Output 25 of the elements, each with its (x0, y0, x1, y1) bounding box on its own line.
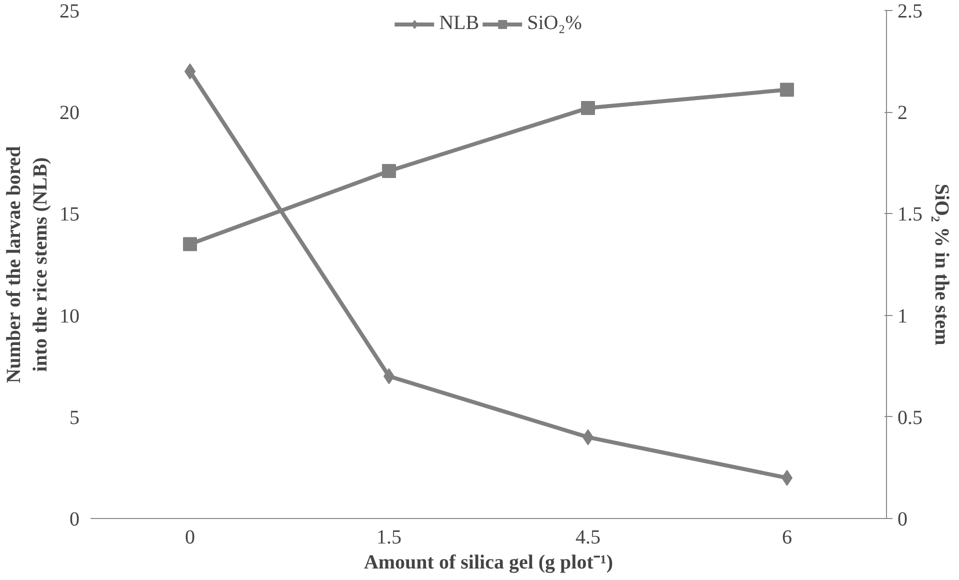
y2-tick-label: 2.5 (898, 0, 922, 22)
y-tick-label: 25 (60, 0, 80, 22)
x-tick-label: 0 (185, 526, 195, 548)
point (780, 82, 794, 97)
x-tick-label: 6 (782, 526, 792, 548)
y-tick-label: 20 (60, 102, 80, 124)
legend-label: NLB (439, 12, 480, 35)
y-tick-label: 5 (70, 406, 80, 429)
y-tick-label: 10 (60, 305, 80, 328)
legend-label: SiO₂% (527, 12, 582, 35)
y2-axis-title: SiO₂ % in the stem (930, 184, 952, 346)
y2-tick-label: 1 (898, 305, 908, 328)
y2-tick-label: 0.5 (898, 406, 922, 429)
point (183, 237, 197, 252)
x-tick-label: 4.5 (576, 526, 600, 548)
y-axis-title: Number of the larvae bored into the rice stems (NLB) (3, 146, 52, 384)
y2-tick-label: 2 (898, 102, 908, 124)
y-tick-label: 15 (60, 204, 80, 226)
point (382, 164, 396, 178)
y-tick-label: 0 (70, 508, 80, 530)
x-axis-title: Amount of silica gel (g plot⁻¹) (364, 552, 614, 574)
point (581, 101, 595, 116)
x-tick-label: 1.5 (376, 526, 402, 548)
y2-tick-label: 0 (898, 508, 908, 530)
y2-tick-label: 1.5 (898, 204, 922, 226)
